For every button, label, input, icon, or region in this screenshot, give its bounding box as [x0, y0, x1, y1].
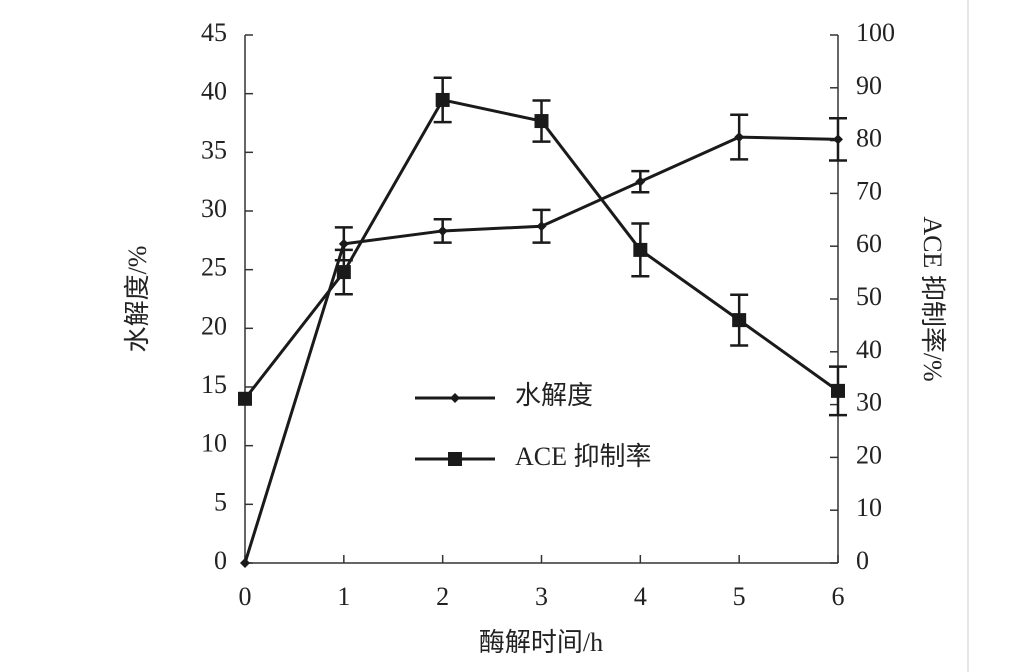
y-tick-label: 15	[201, 370, 227, 399]
y-tick-label: 20	[201, 311, 227, 340]
marker	[831, 383, 845, 398]
marker	[238, 391, 252, 406]
marker	[450, 393, 460, 403]
y2-tick-label: 60	[856, 229, 882, 258]
y2-tick-label: 30	[856, 388, 882, 417]
legend-label: ACE 抑制率	[515, 442, 652, 471]
marker	[240, 558, 250, 568]
y-tick-label: 35	[201, 135, 227, 164]
y-tick-label: 5	[214, 487, 227, 516]
legend-label: 水解度	[515, 381, 593, 410]
y2-tick-label: 90	[856, 71, 882, 100]
marker	[336, 265, 351, 280]
y2-tick-label: 70	[856, 176, 882, 205]
marker	[448, 452, 462, 466]
marker	[635, 176, 646, 187]
y2-tick-label: 40	[856, 335, 882, 364]
y2-tick-label: 10	[856, 493, 882, 522]
y2-tick-label: 100	[856, 18, 895, 47]
marker	[435, 92, 450, 107]
y-tick-label: 0	[214, 546, 227, 575]
y2-axis-label: ACE 抑制率/%	[918, 216, 947, 381]
x-tick-label: 4	[634, 582, 647, 611]
y-tick-label: 10	[201, 429, 227, 458]
y-tick-label: 25	[201, 253, 227, 282]
y-tick-label: 30	[201, 194, 227, 223]
x-axis-label: 酶解时间/h	[479, 628, 603, 657]
y2-tick-label: 50	[856, 282, 882, 311]
x-tick-label: 2	[436, 582, 449, 611]
marker	[633, 242, 648, 257]
marker	[833, 134, 843, 145]
marker	[732, 313, 747, 328]
marker	[536, 221, 547, 232]
x-tick-label: 1	[337, 582, 350, 611]
marker	[534, 114, 549, 129]
marker	[437, 225, 448, 236]
x-tick-label: 0	[239, 582, 252, 611]
x-tick-label: 6	[832, 582, 845, 611]
x-tick-label: 5	[733, 582, 746, 611]
y2-tick-label: 80	[856, 124, 882, 153]
y2-tick-label: 0	[856, 546, 869, 575]
marker	[338, 238, 349, 249]
y-axis-label: 水解度/%	[123, 246, 152, 353]
x-tick-label: 3	[535, 582, 548, 611]
y2-tick-label: 20	[856, 440, 882, 469]
y-tick-label: 40	[201, 77, 227, 106]
marker	[734, 132, 745, 143]
y-tick-label: 45	[201, 18, 227, 47]
